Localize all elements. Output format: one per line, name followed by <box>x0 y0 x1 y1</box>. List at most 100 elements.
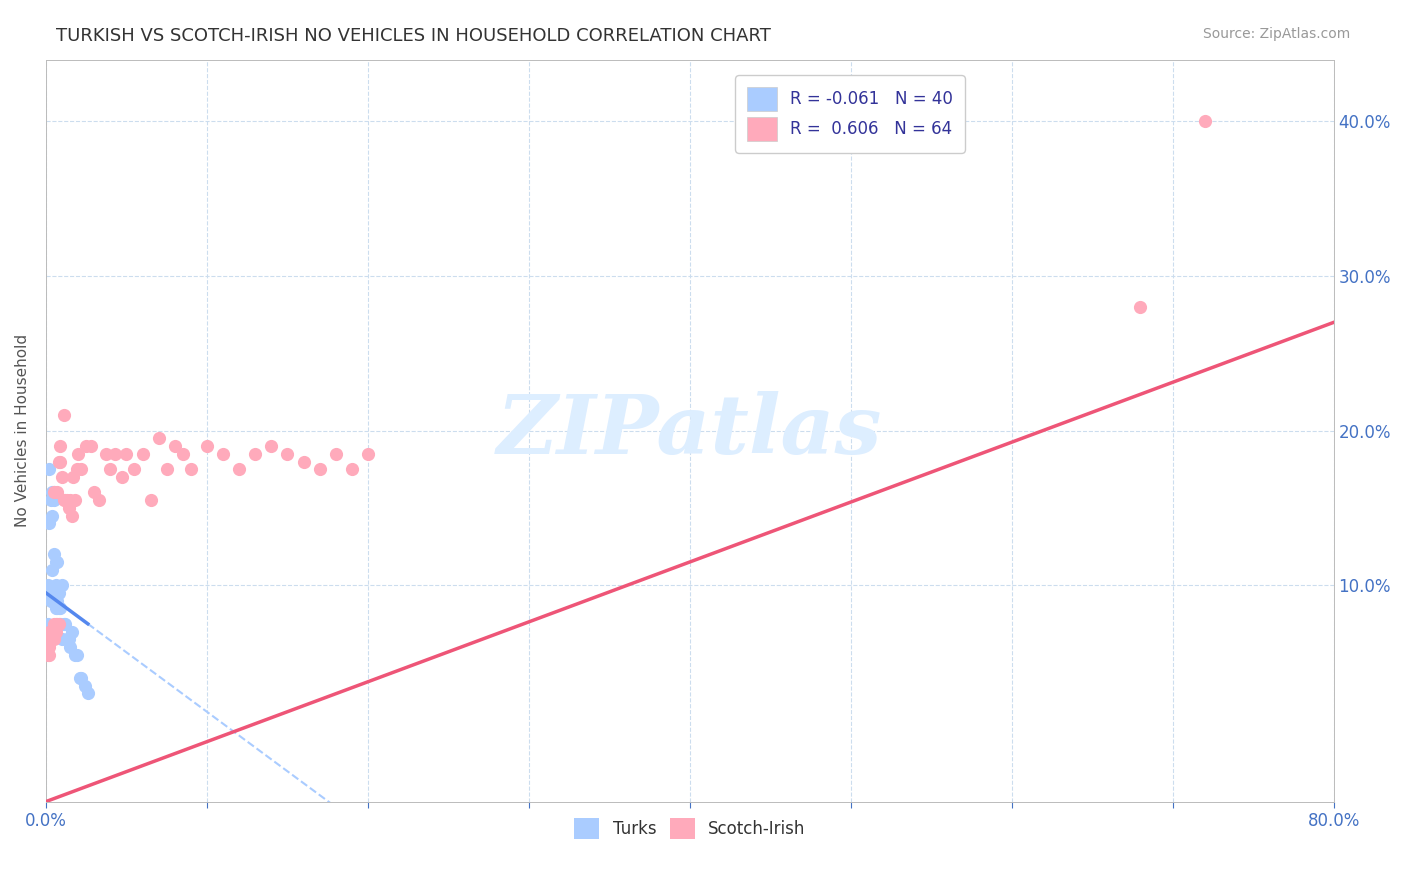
Point <box>87 493 110 508</box>
Point <box>42 593 65 607</box>
Point <box>148 431 170 445</box>
Point <box>41 563 63 577</box>
Point <box>38 586 60 600</box>
Point <box>53 493 76 508</box>
Point <box>156 462 179 476</box>
Point <box>228 462 250 476</box>
Point <box>51 470 73 484</box>
Point <box>80 439 103 453</box>
Point <box>58 500 80 515</box>
Point <box>45 601 67 615</box>
Point <box>45 624 67 639</box>
Point <box>63 493 86 508</box>
Point <box>111 470 134 484</box>
Point <box>53 616 76 631</box>
Point <box>39 593 62 607</box>
Point <box>45 578 67 592</box>
Point <box>38 640 60 654</box>
Point <box>76 686 98 700</box>
Point <box>180 462 202 476</box>
Point <box>37 632 59 647</box>
Point <box>38 624 60 639</box>
Point <box>163 439 186 453</box>
Y-axis label: No Vehicles in Household: No Vehicles in Household <box>15 334 30 527</box>
Point <box>292 454 315 468</box>
Point <box>70 462 93 476</box>
Point <box>41 624 63 639</box>
Point <box>73 679 96 693</box>
Point <box>38 462 60 476</box>
Point <box>195 439 218 453</box>
Point <box>49 439 72 453</box>
Point <box>65 462 87 476</box>
Point <box>46 555 69 569</box>
Point <box>67 447 90 461</box>
Point <box>98 462 121 476</box>
Point <box>45 555 67 569</box>
Point <box>39 624 62 639</box>
Point <box>131 447 153 461</box>
Point <box>212 447 235 461</box>
Point <box>49 601 72 615</box>
Point <box>60 624 83 639</box>
Point <box>39 632 62 647</box>
Point <box>42 632 65 647</box>
Point <box>42 547 65 561</box>
Point <box>39 632 62 647</box>
Point <box>37 616 59 631</box>
Point <box>124 462 146 476</box>
Point <box>325 447 347 461</box>
Point <box>1194 114 1216 128</box>
Point <box>245 447 267 461</box>
Point <box>48 454 70 468</box>
Point <box>357 447 380 461</box>
Point <box>56 632 79 647</box>
Point <box>94 447 117 461</box>
Point <box>83 485 105 500</box>
Point <box>56 493 79 508</box>
Point <box>75 439 97 453</box>
Point <box>37 578 59 592</box>
Point <box>65 648 87 662</box>
Point <box>104 447 127 461</box>
Point <box>42 485 65 500</box>
Point <box>340 462 363 476</box>
Point <box>38 648 60 662</box>
Text: TURKISH VS SCOTCH-IRISH NO VEHICLES IN HOUSEHOLD CORRELATION CHART: TURKISH VS SCOTCH-IRISH NO VEHICLES IN H… <box>56 27 770 45</box>
Point <box>42 493 65 508</box>
Point <box>58 632 80 647</box>
Point <box>59 493 82 508</box>
Point <box>115 447 138 461</box>
Point <box>46 601 69 615</box>
Point <box>48 616 70 631</box>
Point <box>49 616 72 631</box>
Point <box>48 586 70 600</box>
Point <box>52 408 75 422</box>
Point <box>63 648 86 662</box>
Point <box>260 439 283 453</box>
Point <box>1129 300 1152 314</box>
Point <box>62 470 84 484</box>
Point <box>41 485 63 500</box>
Point <box>42 485 65 500</box>
Point <box>52 493 75 508</box>
Point <box>70 671 93 685</box>
Point <box>69 671 91 685</box>
Point <box>308 462 330 476</box>
Point <box>49 454 72 468</box>
Point <box>51 632 73 647</box>
Point <box>37 648 59 662</box>
Point <box>38 516 60 531</box>
Point <box>41 508 63 523</box>
Point <box>46 616 69 631</box>
Point <box>41 632 63 647</box>
Point <box>42 616 65 631</box>
Point <box>172 447 194 461</box>
Point <box>41 593 63 607</box>
Point <box>139 493 162 508</box>
Point <box>52 616 75 631</box>
Point <box>51 578 73 592</box>
Text: ZIPatlas: ZIPatlas <box>498 391 883 471</box>
Legend: Turks, Scotch-Irish: Turks, Scotch-Irish <box>568 812 813 846</box>
Point <box>46 593 69 607</box>
